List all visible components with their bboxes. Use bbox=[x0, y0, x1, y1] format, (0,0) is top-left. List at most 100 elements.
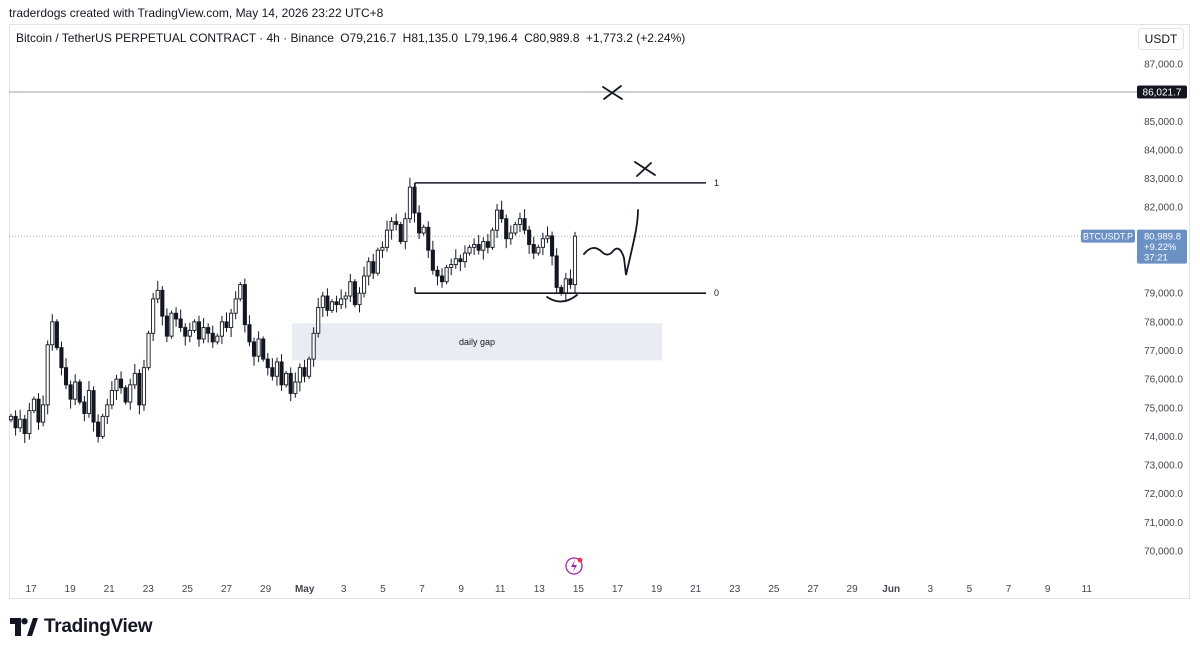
candle-body bbox=[256, 338, 261, 357]
candle-body bbox=[233, 298, 238, 314]
candle-body bbox=[251, 341, 257, 357]
y-axis-tick-label: 78,000.0 bbox=[1144, 317, 1183, 328]
candle-body bbox=[481, 241, 486, 251]
currency-button[interactable]: USDT bbox=[1138, 28, 1184, 50]
horizontal-line-price-label: 86,021.7 bbox=[1143, 88, 1182, 99]
candle-body bbox=[508, 232, 513, 240]
x-axis-tick-label: 23 bbox=[729, 584, 741, 595]
x-axis-tick-label: 5 bbox=[380, 584, 386, 595]
low-value: L79,196.4 bbox=[464, 31, 518, 45]
x-mark-annotation bbox=[602, 85, 623, 100]
range-level-label: 0 bbox=[714, 288, 719, 298]
candle-body bbox=[206, 327, 211, 334]
x-axis-tick-label: May bbox=[295, 584, 315, 595]
current-price-value: 80,989.8 bbox=[1144, 232, 1181, 243]
candle-body bbox=[45, 344, 50, 406]
open-value: O79,216.7 bbox=[340, 31, 397, 45]
candle-body bbox=[421, 226, 426, 234]
candle-body bbox=[31, 398, 36, 412]
candle-body bbox=[50, 321, 55, 346]
candle-body bbox=[389, 221, 394, 231]
candle-body bbox=[164, 315, 169, 337]
candle-body bbox=[476, 244, 481, 251]
x-axis-tick-label: 11 bbox=[1082, 584, 1093, 595]
candle-body bbox=[169, 312, 174, 337]
symbol-tag bbox=[1081, 229, 1135, 243]
candle-body bbox=[453, 258, 458, 265]
candle-body bbox=[22, 418, 27, 434]
candle-body bbox=[398, 223, 403, 243]
candle-body bbox=[192, 321, 197, 331]
candle-body bbox=[366, 261, 371, 277]
candle-body bbox=[320, 295, 325, 308]
x-axis-tick-label: Jun bbox=[882, 584, 900, 595]
candle-body bbox=[293, 381, 298, 394]
candle-body bbox=[439, 275, 445, 283]
candle-body bbox=[380, 246, 385, 251]
candle-body bbox=[196, 321, 202, 340]
candle-body bbox=[513, 223, 518, 234]
candle-body bbox=[444, 266, 449, 283]
candle-body bbox=[183, 327, 188, 337]
candle-body bbox=[311, 332, 316, 360]
candle-body bbox=[160, 289, 165, 317]
candle-body bbox=[430, 249, 435, 271]
candle-body bbox=[105, 404, 110, 417]
x-axis-tick-label: 23 bbox=[143, 584, 155, 595]
y-axis-tick-label: 73,000.0 bbox=[1144, 461, 1183, 472]
candle-body bbox=[242, 284, 247, 326]
candle-body bbox=[238, 284, 243, 300]
candle-body bbox=[215, 335, 220, 343]
symbol-title: Bitcoin / TetherUS PERPETUAL CONTRACT · … bbox=[16, 31, 334, 45]
symbol-legend: Bitcoin / TetherUS PERPETUAL CONTRACT · … bbox=[16, 31, 688, 45]
candle-body bbox=[357, 292, 362, 306]
x-axis-tick-label: 5 bbox=[967, 584, 973, 595]
projection-path-annotation bbox=[583, 209, 639, 276]
candle-body bbox=[210, 332, 215, 343]
x-axis-tick-label: 13 bbox=[534, 584, 546, 595]
candle-body bbox=[132, 372, 137, 386]
x-axis-tick-label: 29 bbox=[260, 584, 272, 595]
x-axis-tick-label: 21 bbox=[104, 584, 116, 595]
candle-body bbox=[68, 384, 73, 400]
candle-body bbox=[462, 252, 468, 263]
y-axis-tick-label: 79,000.0 bbox=[1144, 289, 1183, 300]
x-axis-tick-label: 3 bbox=[341, 584, 347, 595]
candle-body bbox=[499, 209, 504, 220]
candle-body bbox=[13, 415, 18, 429]
arc-annotation bbox=[546, 294, 578, 303]
candle-body bbox=[403, 218, 408, 243]
x-axis-tick-label: 3 bbox=[928, 584, 934, 595]
tradingview-brand: TradingView bbox=[44, 616, 153, 637]
chart-caption: traderdogs created with TradingView.com,… bbox=[9, 6, 384, 20]
candle-body bbox=[137, 372, 142, 406]
y-axis-tick-label: 82,000.0 bbox=[1144, 203, 1183, 214]
candle-body bbox=[141, 367, 147, 406]
candle-body bbox=[77, 381, 82, 403]
x-axis-tick-label: 7 bbox=[1006, 584, 1012, 595]
x-mark-annotation bbox=[634, 161, 656, 177]
y-axis-tick-label: 70,000.0 bbox=[1144, 547, 1183, 558]
x-axis-tick-label: 9 bbox=[458, 584, 464, 595]
candle-body bbox=[224, 321, 229, 329]
candle-body bbox=[339, 298, 344, 306]
candle-body bbox=[426, 226, 431, 251]
candle-body bbox=[545, 235, 550, 240]
candle-body bbox=[435, 269, 440, 277]
candle-body bbox=[100, 415, 105, 437]
candle-body bbox=[270, 367, 275, 377]
candle-body bbox=[527, 229, 532, 245]
x-axis-tick-label: 21 bbox=[690, 584, 702, 595]
candle-body bbox=[302, 367, 307, 377]
event-flash-bolt-icon bbox=[571, 560, 577, 572]
candle-body bbox=[146, 332, 151, 369]
candle-body bbox=[572, 235, 578, 286]
candle-body bbox=[114, 378, 119, 392]
candle-body bbox=[178, 318, 183, 329]
horizontal-line-price-tag bbox=[1137, 85, 1187, 99]
candle-body bbox=[54, 321, 59, 349]
candle-body bbox=[329, 301, 335, 311]
daily-gap-zone bbox=[292, 323, 662, 361]
candle-body bbox=[59, 347, 64, 369]
